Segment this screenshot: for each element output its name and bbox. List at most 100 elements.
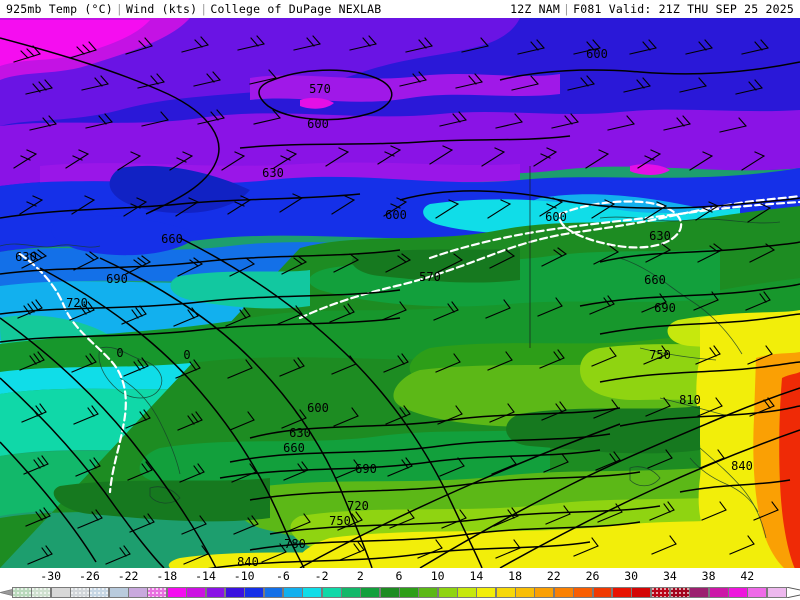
map-canvas: 5705706006006006006306306006006006006306… xyxy=(0,18,800,568)
wind-barb xyxy=(105,545,131,565)
wind-barb xyxy=(623,77,651,93)
wind-barb xyxy=(437,405,463,425)
contour-660-east xyxy=(579,283,800,307)
colorbar-swatch xyxy=(128,587,149,598)
colorbar-swatch xyxy=(186,587,207,598)
wind-barb xyxy=(129,513,155,533)
temperature-map[interactable]: 5705706006006006006306306006006006006306… xyxy=(0,18,800,568)
header-separator-1: | xyxy=(115,2,123,16)
colorbar-swatch xyxy=(553,587,574,598)
contour-label: 750 xyxy=(329,514,351,528)
colorbar-swatch xyxy=(302,587,323,598)
wind-barb xyxy=(125,409,151,429)
wind-barb xyxy=(175,197,199,217)
contour-label: 750 xyxy=(649,348,671,362)
river-sw xyxy=(119,377,181,475)
wind-barb xyxy=(539,349,565,369)
border-se xyxy=(699,447,767,539)
wind-barb xyxy=(383,353,409,373)
colorbar-tick-label: 22 xyxy=(546,569,561,583)
wind-barb xyxy=(489,403,515,423)
contour-630-east xyxy=(599,241,800,263)
wind-barb xyxy=(123,197,147,217)
wind-barb xyxy=(537,297,563,317)
isotherm-zero-loop xyxy=(558,200,683,249)
contour-label: 660 xyxy=(283,441,305,455)
contour-720-1 xyxy=(0,317,401,343)
wind-barb xyxy=(485,299,511,319)
wind-barb xyxy=(481,147,505,167)
geography-layer xyxy=(0,216,781,539)
wind-barb xyxy=(29,115,57,131)
header-bar: 925mb Temp (°C) | Wind (kts) | College of Du… xyxy=(0,0,800,18)
wind-barb xyxy=(81,75,109,91)
wind-barb xyxy=(221,151,245,171)
colorbar-swatch xyxy=(31,587,52,598)
colorbar-panel: -30 -26 -22 -18 -14 -10 -6 -2 2 6 10 14 18 22 26 30 34 38… xyxy=(0,568,800,600)
contour-label: 0 xyxy=(183,348,190,362)
wind-barb xyxy=(181,515,207,535)
wind-barb xyxy=(735,79,763,95)
wind-barb xyxy=(339,541,365,561)
wind-barb xyxy=(595,451,621,471)
lakes-detail xyxy=(629,466,661,487)
wind-barb xyxy=(377,145,401,165)
colorbar-tick-label: 10 xyxy=(430,569,445,583)
contour-label: 630 xyxy=(15,250,37,264)
wind-barb xyxy=(73,251,99,271)
colorbar-tick-label: -18 xyxy=(156,569,178,583)
wind-barb xyxy=(749,397,775,417)
wind-barb xyxy=(517,39,545,55)
contour-840-east xyxy=(679,479,791,493)
contour-label: 0 xyxy=(116,346,123,360)
colorbar-swatch xyxy=(418,587,439,598)
wind-barb xyxy=(23,455,49,475)
colorbar-tick-label: 34 xyxy=(662,569,677,583)
colorbar-tick-label: 38 xyxy=(701,569,716,583)
wind-barb xyxy=(741,39,769,55)
wind-barb xyxy=(741,151,765,171)
contour-600-top xyxy=(499,61,800,81)
wind-barb xyxy=(229,411,255,431)
contour-600-b xyxy=(239,135,571,149)
colorbar-swatch xyxy=(244,587,265,598)
coast-detail-se xyxy=(689,457,759,513)
wind-barb xyxy=(533,147,557,167)
island-detail xyxy=(149,486,181,504)
state-lines-2 xyxy=(659,397,729,417)
contour-690-east xyxy=(599,313,800,335)
wind-barb xyxy=(285,513,311,533)
colorbar-swatch xyxy=(205,587,226,598)
wind-barb xyxy=(227,195,251,215)
contour-570-closed xyxy=(258,69,393,121)
wind-label: Wind (kts) xyxy=(125,2,198,16)
colorbar-swatch xyxy=(108,587,129,598)
wind-barb xyxy=(125,255,151,275)
wind-barb xyxy=(747,203,771,223)
wind-barb xyxy=(693,291,719,311)
wind-barb xyxy=(591,347,617,367)
wind-barb xyxy=(69,41,97,59)
wind-barb xyxy=(383,197,407,217)
wind-barb xyxy=(439,457,465,477)
header-right-title: 12Z NAM | F081 Valid: 21Z THU SEP 25 2025 xyxy=(510,2,794,16)
colorbar-tick-label: -14 xyxy=(195,569,216,583)
wind-barb xyxy=(85,113,113,129)
wind-barb xyxy=(141,111,169,127)
product-label: 925mb Temp (°C) xyxy=(6,2,113,16)
colorbar-swatch xyxy=(89,587,110,598)
source-label: College of DuPage NEXLAB xyxy=(210,2,382,16)
wind-barb xyxy=(261,543,287,563)
colorbar-tick-label: -2 xyxy=(314,569,329,583)
wind-barb xyxy=(283,461,309,481)
wind-barb xyxy=(573,537,599,557)
wind-barb xyxy=(181,36,209,53)
contour-label: 810 xyxy=(679,393,701,407)
colorbar-swatch xyxy=(70,587,90,598)
colorbar-swatches[interactable] xyxy=(0,587,800,598)
wind-barb xyxy=(405,37,433,53)
contour-label: 690 xyxy=(355,462,377,476)
contour-label: 840 xyxy=(237,555,259,568)
contour-label: 570 xyxy=(419,270,441,284)
fill-var-green-dark-2 xyxy=(53,478,270,522)
